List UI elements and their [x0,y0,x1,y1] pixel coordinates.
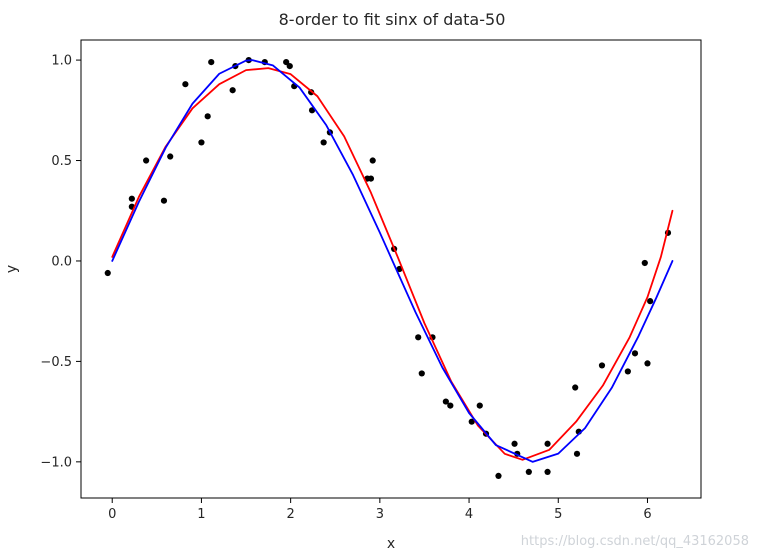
data-point [468,418,475,425]
data-point [369,157,376,164]
data-point [160,197,168,204]
x-axis: 0 1 2 3 4 5 6 [108,498,652,522]
y-tick-label: 0.5 [51,154,72,169]
x-tick-label: 1 [197,507,205,522]
data-point [624,368,631,375]
fit-curve-red [111,67,674,461]
data-point [525,468,532,475]
data-point [128,195,135,202]
y-tick-label: −0.5 [40,355,72,370]
data-point [286,63,293,70]
data-point [647,298,654,305]
data-point [198,139,205,146]
data-point [367,175,375,182]
data-point [495,472,502,480]
plot-area [104,56,674,480]
data-point [283,58,290,66]
y-tick-label: 0.0 [51,254,72,269]
chart-title: 8-order to fit sinx of data-50 [279,10,506,29]
x-axis-label: x [387,536,395,552]
y-axis-label: y [4,265,20,273]
data-point [544,468,551,475]
data-point [415,334,422,341]
data-point [598,362,606,369]
data-point [631,350,639,357]
data-point [442,398,449,405]
y-tick-label: −1.0 [40,455,72,470]
fit-curve-blue [111,59,674,463]
data-point [573,450,581,457]
data-point [229,87,236,94]
data-point [644,360,651,367]
watermark-text: https://blog.csdn.net/qq_43162058 [520,534,749,549]
data-point [641,259,648,267]
data-point [447,402,454,409]
data-point [204,113,211,120]
data-point [208,58,215,66]
x-tick-label: 2 [286,507,294,522]
x-tick-label: 4 [465,507,473,522]
data-point [320,139,327,146]
y-tick-label: 1.0 [51,54,72,69]
data-point [476,402,483,409]
x-tick-label: 6 [643,507,651,522]
plot-frame [80,39,702,499]
data-point [511,440,518,447]
data-point [544,440,551,447]
data-point [104,269,111,277]
data-point [418,370,425,377]
data-point [182,81,189,88]
data-point [143,157,150,164]
y-axis: −1.0 −0.5 0.0 0.5 1.0 [40,54,81,470]
data-point [167,153,174,160]
x-tick-label: 5 [554,507,562,522]
x-tick-label: 0 [108,507,116,522]
data-point [572,384,579,391]
x-tick-label: 3 [376,507,384,522]
